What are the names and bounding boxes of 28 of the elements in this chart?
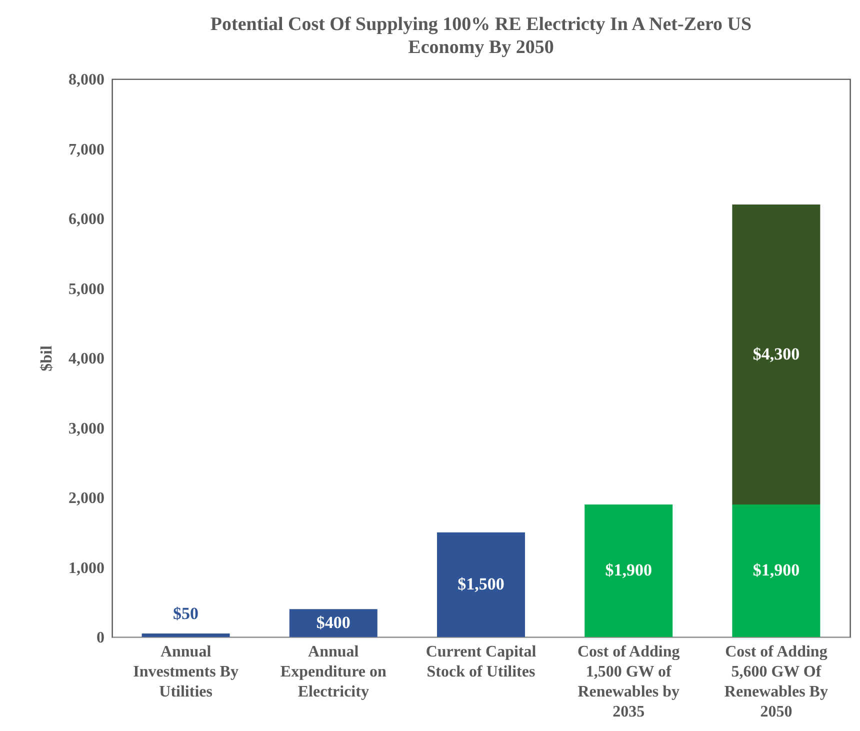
data-label: $1,500: [458, 574, 504, 594]
y-tick-label: 2,000: [68, 490, 104, 507]
data-label: $1,900: [605, 560, 652, 580]
y-tick-label: 3,000: [68, 420, 104, 438]
y-tick-label: 7,000: [68, 141, 104, 158]
bar: [732, 504, 820, 637]
data-label: $1,900: [752, 560, 800, 580]
x-tick-label: Cost of Adding 1,500 GW of Renewables by 2035: [577, 644, 680, 720]
y-tick-label: 8,000: [68, 72, 104, 88]
bar: [584, 504, 673, 637]
data-label: $4,300: [752, 344, 800, 364]
chart-title: Potential Cost Of Supplying 100% RE Electricty In A Net-Zero US Economy By 2050: [210, 14, 752, 58]
y-tick-label: 5,000: [68, 280, 104, 298]
y-axis-title: $bil: [38, 345, 56, 372]
y-tick-label: 1,000: [68, 560, 104, 577]
y-tick-label: 0: [96, 630, 104, 646]
data-label: $400: [316, 613, 350, 632]
bar: [142, 634, 230, 637]
data-label: $50: [173, 604, 199, 623]
x-tick-label: Annual Expenditure on Electricity: [280, 644, 386, 700]
bar: [437, 532, 525, 637]
bar: [732, 204, 820, 504]
y-tick-label: 4,000: [68, 350, 104, 368]
x-tick-label: Annual Investments By Utilities: [133, 644, 238, 700]
x-tick-label: Cost of Adding 5,600 GW Of Renewables By 2050: [724, 644, 828, 720]
x-tick-label: Current Capital Stock of Utilites: [426, 644, 537, 680]
y-tick-label: 6,000: [68, 211, 104, 228]
bar: [289, 609, 378, 637]
